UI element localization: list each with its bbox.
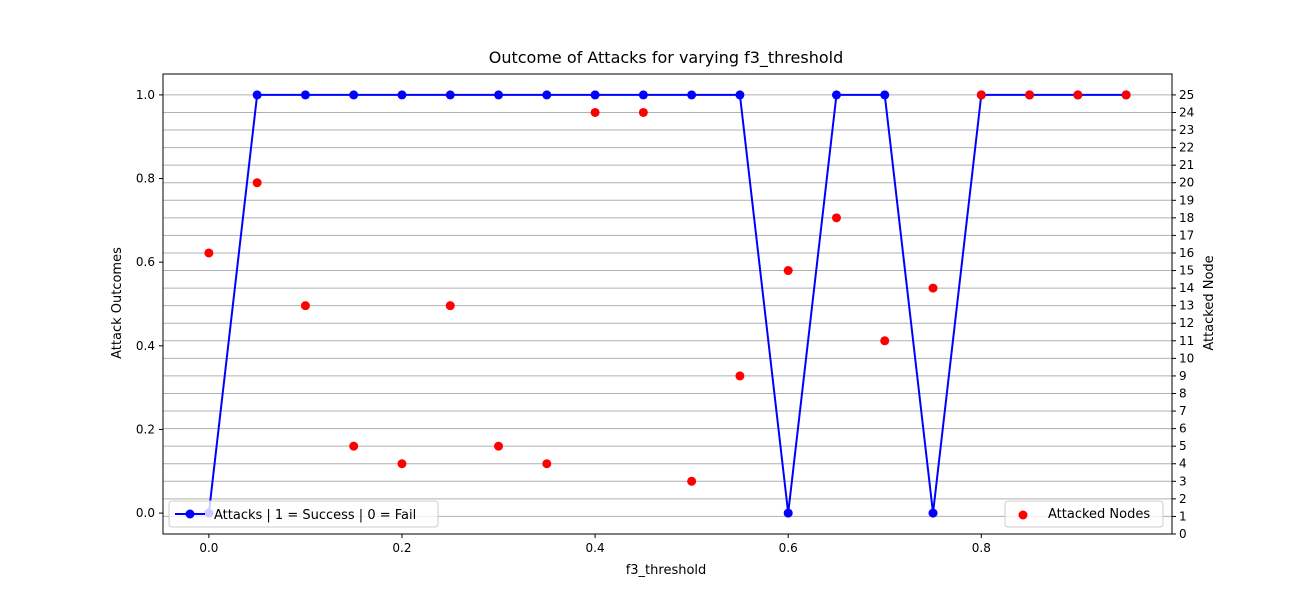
y2-tick-label: 5 — [1179, 439, 1187, 453]
y2-tick-label: 15 — [1179, 264, 1194, 278]
attacks-point — [783, 508, 793, 518]
legend-nodes-marker — [1018, 510, 1028, 520]
legend-attacked-nodes: Attacked Nodes — [1004, 500, 1164, 528]
attacked-node-point — [349, 441, 359, 451]
y2-tick-label: 17 — [1179, 228, 1194, 242]
attacks-point — [880, 90, 890, 100]
y-tick-label: 0.4 — [136, 339, 155, 353]
x-tick-label: 0.0 — [199, 541, 218, 555]
attacks-point — [494, 90, 504, 100]
y2-tick-label: 20 — [1179, 176, 1194, 190]
y-tick-label: 0.2 — [136, 422, 155, 436]
legend-nodes-label: Attacked Nodes — [1048, 507, 1150, 522]
plot-series — [204, 90, 1131, 518]
attacked-node-point — [494, 441, 504, 451]
attacked-node-point — [1025, 90, 1035, 100]
x-tick-label: 0.4 — [586, 541, 605, 555]
attacked-node-point — [300, 301, 310, 311]
y2-tick-label: 25 — [1179, 88, 1194, 102]
attacks-point — [542, 90, 552, 100]
y2-tick-label: 23 — [1179, 123, 1194, 137]
chart-title: Outcome of Attacks for varying f3_thresh… — [489, 48, 844, 68]
x-tick-label: 0.8 — [972, 541, 991, 555]
plot-frame — [162, 73, 1173, 535]
attacked-node-point — [397, 459, 407, 469]
y-tick-label: 0.6 — [136, 255, 155, 269]
y2-tick-label: 9 — [1179, 369, 1187, 383]
y2-tick-label: 1 — [1179, 509, 1187, 523]
y2-tick-label: 19 — [1179, 193, 1194, 207]
attacked-node-point — [783, 266, 793, 276]
attacks-point — [397, 90, 407, 100]
attacked-node-point — [204, 248, 214, 258]
y2-tick-label: 7 — [1179, 404, 1187, 418]
y2-tick-label: 11 — [1179, 334, 1194, 348]
attacked-node-point — [252, 178, 262, 188]
y2-tick-label: 10 — [1179, 351, 1194, 365]
attacks-point — [735, 90, 745, 100]
attacked-node-point — [831, 213, 841, 223]
y2-tick-label: 13 — [1179, 299, 1194, 313]
y2-tick-label: 6 — [1179, 422, 1187, 436]
x-axis-label: f3_threshold — [626, 563, 707, 578]
attacks-point — [349, 90, 359, 100]
attacks-point — [831, 90, 841, 100]
right-axis-grid — [163, 94, 1172, 535]
legend-attacks: Attacks | 1 = Success | 0 = Fail — [168, 500, 439, 528]
legend-attacks-marker — [185, 509, 195, 519]
attacks-point — [638, 90, 648, 100]
attacks-point — [928, 508, 938, 518]
y2-tick-label: 16 — [1179, 246, 1194, 260]
y-axis-label: Attack Outcomes — [110, 247, 125, 359]
y2-tick-label: 14 — [1179, 281, 1194, 295]
attacks-point — [590, 90, 600, 100]
y2-axis-label: Attacked Node — [1202, 255, 1217, 350]
attacked-node-point — [687, 476, 697, 486]
y2-tick-label: 12 — [1179, 316, 1194, 330]
legend-attacks-frame — [168, 500, 439, 528]
y2-tick-label: 4 — [1179, 457, 1187, 471]
y-tick-label: 0.0 — [136, 506, 155, 520]
attacked-node-point — [542, 459, 552, 469]
attacked-node-point — [1073, 90, 1083, 100]
attacks-point — [252, 90, 262, 100]
axes: 0.0 0.2 0.4 0.6 0.80.00.20.40.60.81.00123456… — [136, 73, 1194, 555]
attacked-node-point — [445, 301, 455, 311]
y2-tick-label: 2 — [1179, 492, 1187, 506]
y2-tick-label: 3 — [1179, 474, 1187, 488]
attacks-point — [300, 90, 310, 100]
y-tick-label: 0.8 — [136, 172, 155, 186]
y2-tick-label: 18 — [1179, 211, 1194, 225]
x-tick-label: 0.6 — [779, 541, 798, 555]
attacked-node-point — [928, 283, 938, 293]
x-tick-label: 0.2 — [392, 541, 411, 555]
y2-tick-label: 8 — [1179, 386, 1187, 400]
attacks-line — [207, 93, 1127, 514]
attacked-node-point — [880, 336, 890, 346]
attacks-point — [445, 90, 455, 100]
attacked-node-point — [735, 371, 745, 381]
legend-nodes-frame — [1004, 500, 1164, 528]
y2-tick-label: 24 — [1179, 105, 1194, 119]
y2-tick-label: 0 — [1179, 527, 1187, 541]
attacks-point — [687, 90, 697, 100]
y2-tick-label: 21 — [1179, 158, 1194, 172]
y2-tick-label: 22 — [1179, 141, 1194, 155]
attacked-node-point — [638, 107, 648, 117]
legend-attacks-label: Attacks | 1 = Success | 0 = Fail — [214, 508, 416, 523]
attacked-node-point — [1121, 90, 1131, 100]
attacked-node-point — [590, 107, 600, 117]
y-tick-label: 1.0 — [136, 88, 155, 102]
attacked-node-point — [976, 90, 986, 100]
